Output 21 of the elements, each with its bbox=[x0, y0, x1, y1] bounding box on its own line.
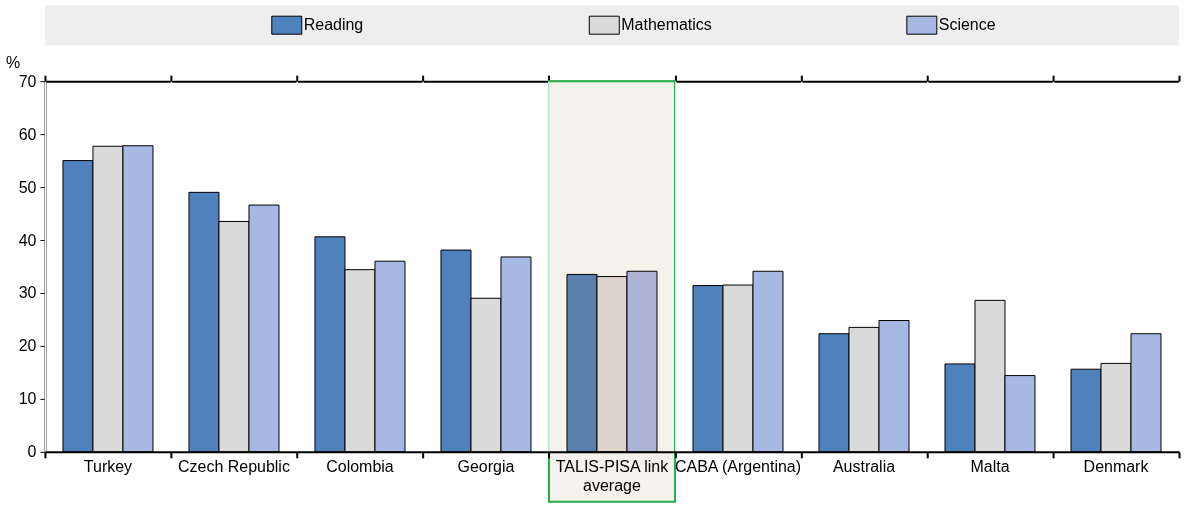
y-tick-label: 40 bbox=[18, 231, 37, 249]
x-tick-label: Georgia bbox=[457, 457, 515, 475]
y-tick-label: 70 bbox=[18, 72, 37, 90]
y-tick-label: 20 bbox=[18, 337, 37, 355]
x-tick-label: Malta bbox=[970, 457, 1010, 475]
x-tick-label: CABA (Argentina) bbox=[674, 457, 802, 475]
legend-label: Mathematics bbox=[621, 16, 712, 34]
y-tick-label: 10 bbox=[18, 390, 37, 408]
y-axis-title: % bbox=[5, 54, 21, 72]
y-tick-label: 30 bbox=[18, 284, 37, 302]
x-tick-label: Australia bbox=[832, 457, 896, 475]
y-tick-label: 50 bbox=[18, 178, 37, 196]
legend-label: Science bbox=[938, 16, 996, 34]
y-tick-label: 60 bbox=[18, 125, 37, 143]
y-tick-label: 0 bbox=[27, 443, 37, 461]
x-tick-label: TALIS-PISA link average bbox=[555, 457, 669, 494]
x-tick-label: Colombia bbox=[326, 457, 394, 475]
x-tick-label: Czech Republic bbox=[178, 457, 290, 475]
x-tick-label: Turkey bbox=[83, 457, 133, 475]
x-tick-label: Denmark bbox=[1083, 457, 1149, 475]
legend-label: Reading bbox=[303, 16, 364, 34]
